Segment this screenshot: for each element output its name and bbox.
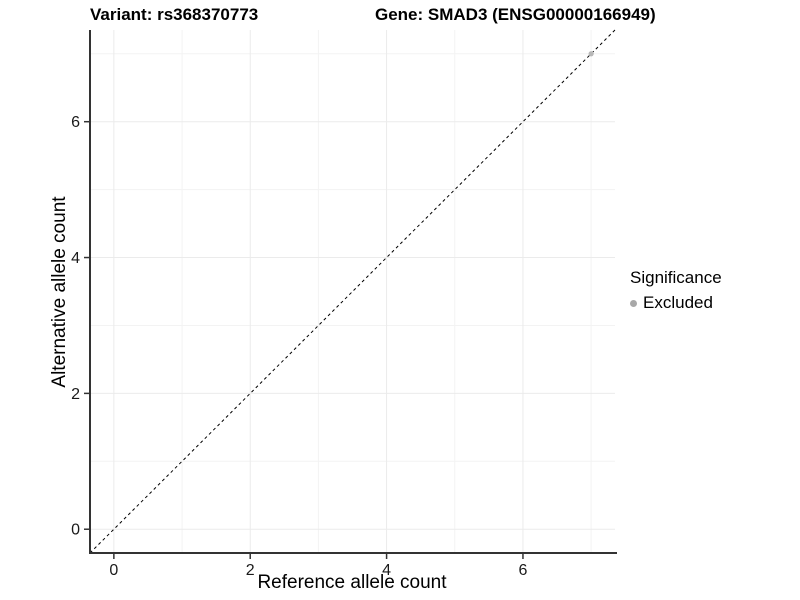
legend-title: Significance (630, 268, 722, 287)
plot-title-gene: Gene: SMAD3 (ENSG00000166949) (375, 5, 656, 24)
legend-item-excluded: Excluded (630, 293, 722, 313)
x-axis-title: Reference allele count (257, 572, 447, 593)
y-tick-label: 2 (71, 386, 80, 403)
y-tick-label: 0 (71, 522, 80, 539)
legend-item-label: Excluded (643, 293, 713, 312)
y-tick-label: 4 (71, 250, 80, 267)
legend: Significance Excluded (630, 268, 722, 313)
x-tick-label: 2 (246, 562, 255, 579)
legend-point-marker-icon (630, 299, 637, 307)
plot-title-variant: Variant: rs368370773 (90, 5, 259, 24)
x-tick-label: 6 (519, 562, 528, 579)
data-point (588, 51, 594, 57)
y-axis-title: Alternative allele count (49, 196, 70, 388)
x-tick-label: 4 (382, 562, 391, 579)
y-tick-label: 6 (71, 114, 80, 131)
identity-line (89, 29, 616, 554)
x-tick-label: 0 (109, 562, 118, 579)
